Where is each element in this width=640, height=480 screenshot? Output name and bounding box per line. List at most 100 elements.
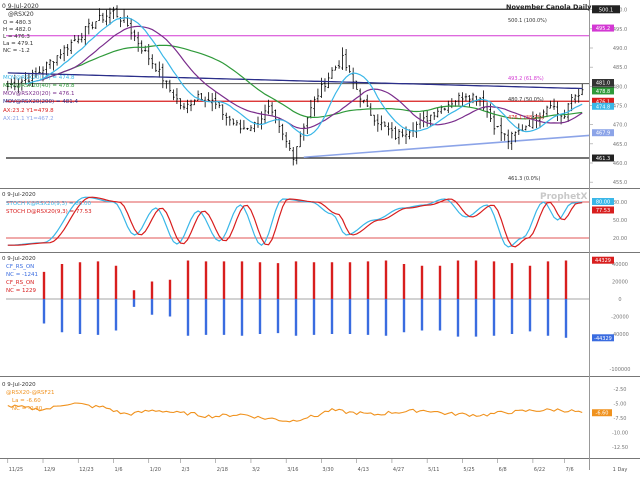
stoch-d-line: [7, 196, 583, 248]
moving-averages: [7, 17, 583, 137]
p1-y-axis: 500.0495.0490.0485.0480.0475.0470.0465.0…: [589, 5, 627, 186]
y-badge-bg: [592, 24, 614, 32]
spread-badge: [592, 409, 612, 417]
spread-last: La = -6.60: [12, 398, 41, 404]
x-tick-label: 3/30: [322, 467, 333, 473]
ohlc-high: H = 482.0: [3, 27, 31, 33]
cot-badge-red-label: 44329: [595, 258, 611, 264]
stoch-y-label: 80.00: [613, 200, 627, 206]
x-axis: 11/25 12/9 12/23 1/6 1/20 2/3 2/18 3/2 3/16 3/30 4…: [7, 459, 628, 473]
y-badge-bg: [592, 97, 614, 105]
p1-header-symbol: @RSX20: [8, 11, 34, 18]
cot-legend-2-nc: NC = 1229: [6, 288, 37, 294]
stoch-badge-d: [592, 206, 614, 214]
cot-badge-blue: [592, 334, 614, 342]
p1-ohlc-legend: O = 480.3 H = 482.0 L = 476.3 La = 479.1…: [3, 20, 33, 54]
stoch-d-legend: STOCH D@RSX20(9,3) = 77.53: [6, 209, 92, 215]
ma-legend-20: MOV@RSX20(20) = 476.1: [3, 91, 74, 97]
y-tick-label: 470.0: [613, 123, 627, 129]
ma-40-line: [42, 44, 583, 120]
x-tick-label: 4/27: [393, 467, 404, 473]
x-unit-label: 1 Day: [613, 467, 628, 473]
y-badge-bg: [592, 5, 620, 14]
ma-legend-40: MOV@RSX20(40) = 478.8: [3, 83, 75, 89]
spread-nc: NC = -0.30: [12, 406, 43, 412]
y-tick-label: 465.0: [613, 142, 627, 148]
y-badge-bg: [592, 102, 614, 110]
y-badge-label: 500.1: [599, 7, 613, 13]
stoch-badge-k: [592, 198, 614, 205]
spread-y-label: -10.00: [612, 431, 628, 437]
x-tick-label: 5/25: [463, 467, 474, 473]
ma-20-line: [35, 25, 583, 130]
y-badge-label: 481.0: [596, 81, 610, 87]
spread-panel: -2.50 -5.00 -7.50 -10.00 -12.50 -6.60: [7, 387, 628, 451]
cot-badge-blue-label: -44329: [594, 336, 612, 342]
y-tick-label: 480.0: [613, 84, 627, 90]
y-badge-label: 461.3: [596, 156, 610, 162]
watermark: ProphetX: [540, 192, 587, 202]
y-badge-label: 476.1: [596, 99, 610, 105]
p2-header: 0 9-Jul-2020: [2, 192, 36, 198]
ohlc-netchange: NC = -1.2: [3, 48, 30, 54]
cot-legend-1: CF_RS_ON: [6, 264, 34, 270]
stoch-k-line: [7, 196, 583, 248]
cot-y-label: 0: [618, 297, 621, 303]
y-tick-label: 485.0: [613, 65, 627, 71]
cot-y-label: 40000: [612, 262, 628, 268]
ohlc-last: La = 479.1: [3, 41, 33, 47]
y-badge-bg: [592, 154, 614, 162]
fib-618-label: 493.2 (61.8%): [508, 76, 544, 82]
spread-line: [7, 402, 583, 423]
ma-10-line: [25, 17, 583, 137]
cot-panel: 40000 20000 0 -20000 -40000 -100000 44329 -4432…: [6, 256, 631, 373]
stoch-y-label: 50.00: [613, 218, 627, 224]
spread-y-label: -12.50: [612, 445, 628, 451]
cot-legend-1-nc: NC = -1241: [6, 272, 38, 278]
trend-legend-2: AX:21.1 Y1=467.2: [3, 116, 54, 122]
x-tick-label: 4/13: [358, 467, 369, 473]
trend-legend-1: AX:23.2 Y1=479.8: [3, 108, 54, 114]
x-tick-label: 1/20: [150, 467, 161, 473]
fib-382-label: 476.1 (38.2%): [508, 115, 544, 121]
ma-200-line: [7, 72, 583, 90]
spread-y-label: -7.50: [614, 416, 627, 422]
stoch-badge-k-label: 80.00: [596, 200, 610, 206]
x-tick-label: 12/9: [44, 467, 55, 473]
spread-legend: @RSX20-@RSF21: [6, 390, 55, 396]
cot-y-label: -100000: [610, 367, 631, 373]
ohlc-open: O = 480.3: [3, 20, 32, 26]
y-badge-label: 495.2: [596, 26, 610, 32]
cot-legend-2: CF_RS_ON: [6, 280, 34, 286]
y-badge-label: 467.9: [596, 131, 610, 137]
cot-y-label: -40000: [611, 332, 629, 338]
x-tick-label: 6/22: [534, 467, 545, 473]
y-badge-bg: [592, 129, 614, 137]
p1-ma-legend: MOV@RSX20(10) = 474.8 MOV@RSX20(40) = 47…: [3, 75, 78, 122]
ma-legend-10: MOV@RSX20(10) = 474.8: [3, 75, 75, 81]
p4-header: 0 9-Jul-2020: [2, 382, 36, 388]
x-tick-label: 3/2: [252, 467, 260, 473]
x-tick-label: 3/16: [287, 467, 298, 473]
x-tick-label: 5/11: [428, 467, 439, 473]
p3-header: 0 9-Jul-2020: [2, 256, 36, 262]
spread-badge-label: -6.60: [596, 411, 609, 417]
x-tick-label: 2/18: [217, 467, 228, 473]
y-tick-label: 460.0: [613, 161, 627, 167]
stoch-y-label: 20.00: [613, 236, 627, 242]
fib-0-label: 461.3 (0.0%): [508, 176, 541, 182]
support-trendline: [303, 134, 590, 159]
x-tick-label: 6/8: [499, 467, 507, 473]
price-panel-lines: [6, 8, 590, 159]
ohlc-low: L = 476.3: [3, 34, 30, 40]
y-tick-label: 455.0: [613, 180, 627, 186]
p1-header-date: 0 9-Jul-2020: [2, 3, 39, 10]
y-tick-label: 475.0: [613, 104, 627, 110]
x-tick-label: 1/6: [114, 467, 122, 473]
panel-frames: [0, 0, 640, 470]
spread-y-label: -5.00: [614, 401, 627, 407]
ma-legend-200: MOV@RSX20(200) = 481.4: [3, 99, 78, 105]
x-tick-label: 12/23: [79, 467, 93, 473]
